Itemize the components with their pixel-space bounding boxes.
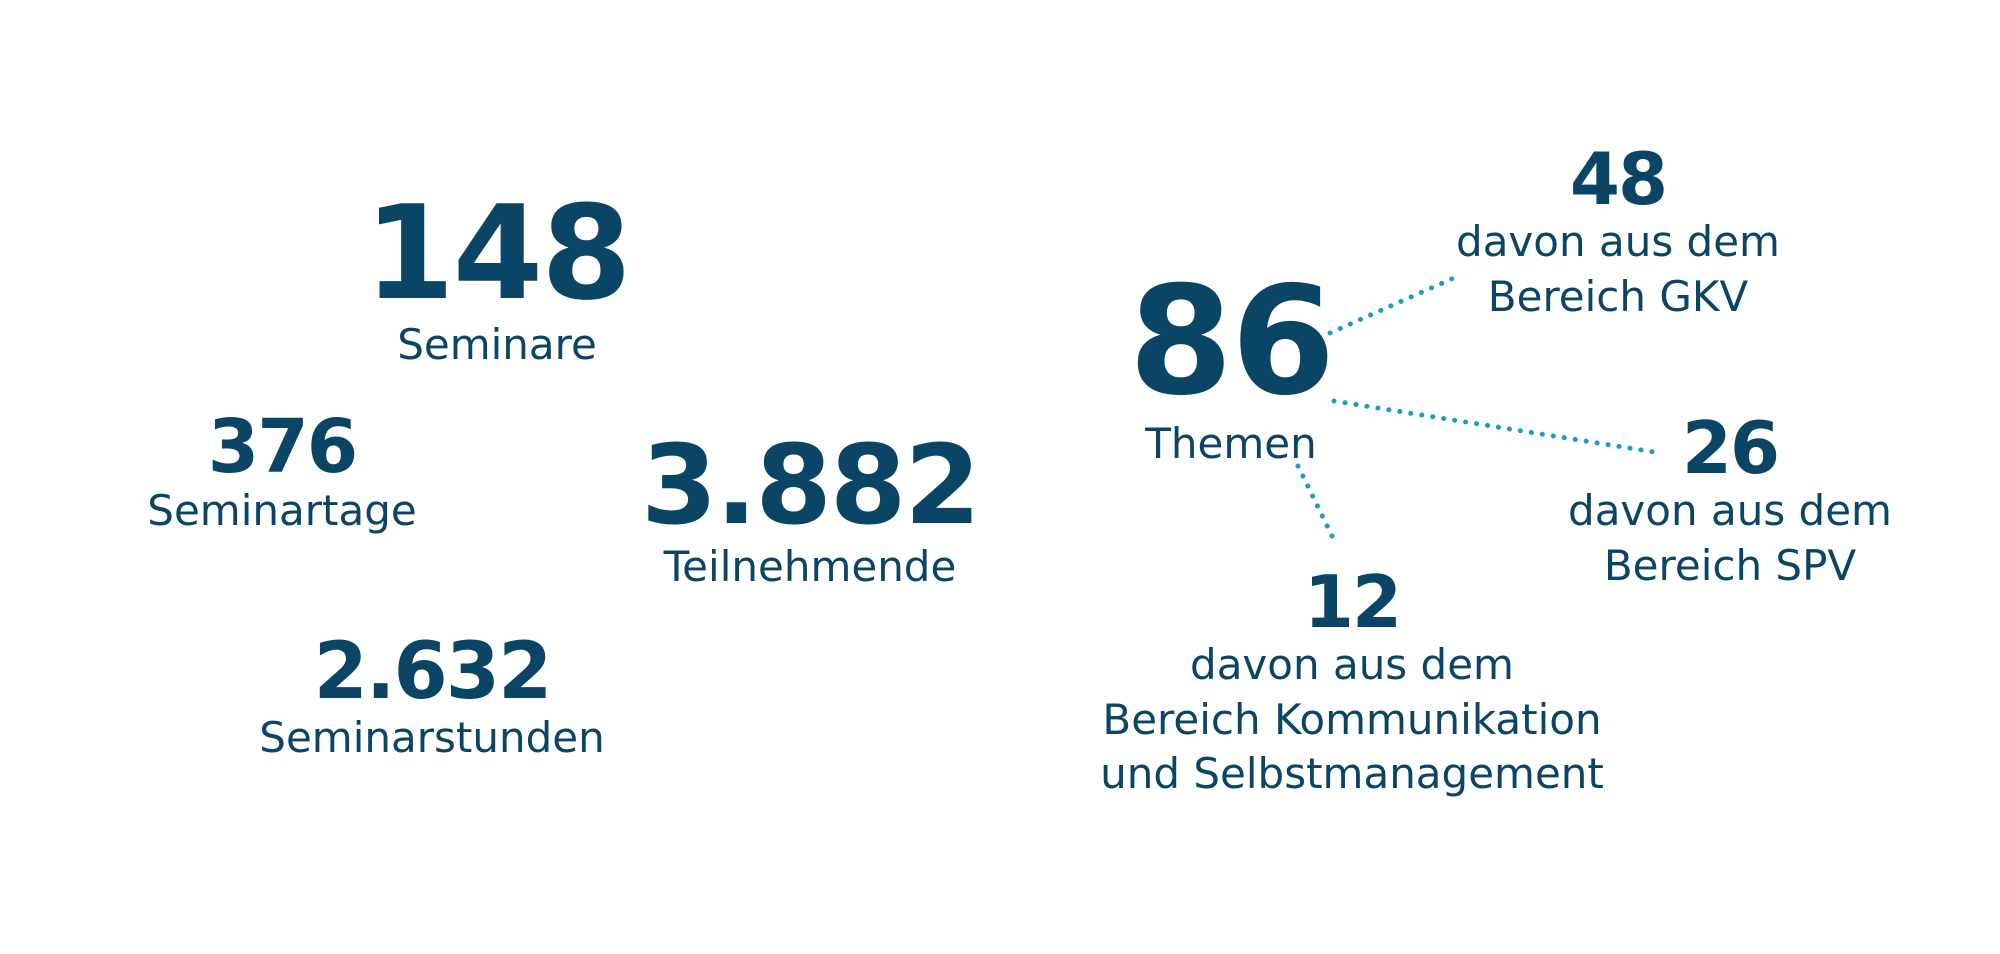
- topics-total-value: 86: [1128, 255, 1336, 429]
- topics-spv-line1: davon aus dem: [1568, 486, 1892, 535]
- stat-seminar-hours: 2.632 Seminarstunden: [259, 633, 604, 766]
- connector-gkv: [1327, 274, 1459, 336]
- seminar-hours-value: 2.632: [313, 627, 553, 717]
- topics-kommunikation-value: 12: [1303, 560, 1402, 644]
- stat-seminars: 148 Seminare: [364, 177, 631, 373]
- stat-topics-spv: 26 davon aus dem Bereich SPV: [1568, 412, 1892, 593]
- stat-participants: 3.882 Teilnehmende: [641, 421, 981, 595]
- topics-gkv-line1: davon aus dem: [1456, 217, 1780, 266]
- stat-topics-total: 86 Themen: [1128, 255, 1336, 472]
- stat-topics-gkv: 48 davon aus dem Bereich GKV: [1456, 143, 1780, 324]
- seminars-label: Seminare: [397, 320, 597, 369]
- connector-kommunikation: [1295, 463, 1338, 545]
- seminar-days-label: Seminartage: [147, 486, 417, 535]
- topics-kommunikation-line1: davon aus dem: [1190, 640, 1514, 689]
- topics-total-label: Themen: [1145, 419, 1317, 468]
- participants-label: Teilnehmende: [663, 542, 957, 591]
- topics-kommunikation-line3: und Selbstmanagement: [1100, 749, 1604, 799]
- participants-value: 3.882: [641, 421, 981, 549]
- seminar-days-value: 376: [207, 404, 358, 490]
- topics-gkv-value: 48: [1569, 137, 1668, 221]
- seminar-hours-label: Seminarstunden: [259, 713, 605, 762]
- topics-gkv-line2: Bereich GKV: [1487, 271, 1749, 321]
- stat-topics-kommunikation: 12 davon aus dem Bereich Kommunikation u…: [1100, 566, 1604, 802]
- seminars-value: 148: [364, 177, 631, 329]
- topics-spv-value: 26: [1681, 406, 1780, 490]
- connector-spv: [1331, 398, 1657, 455]
- stat-seminar-days: 376 Seminartage: [147, 410, 416, 539]
- topics-kommunikation-line2: Bereich Kommunikation: [1102, 694, 1602, 744]
- topics-spv-line2: Bereich SPV: [1603, 540, 1857, 590]
